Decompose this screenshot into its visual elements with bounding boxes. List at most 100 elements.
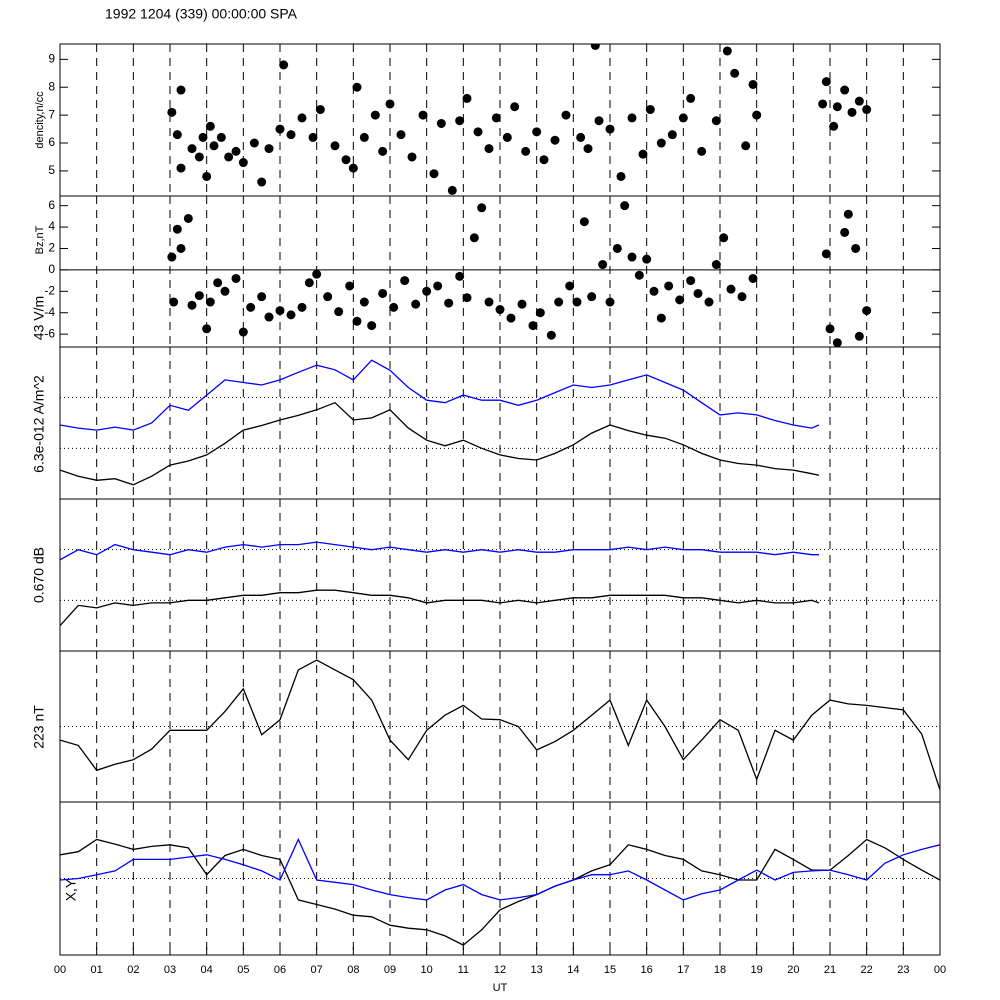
data-point (169, 297, 179, 307)
data-point (840, 85, 850, 95)
data-point (370, 110, 380, 120)
x-tick-label: 23 (897, 964, 909, 976)
data-point (656, 313, 666, 323)
data-point (697, 146, 707, 156)
data-point (862, 306, 872, 316)
data-point (748, 79, 758, 89)
y-tick-label: 4 (48, 219, 55, 233)
data-point (598, 260, 608, 270)
data-point (312, 269, 322, 279)
data-point (264, 312, 274, 322)
data-point (535, 308, 545, 318)
data-point (726, 284, 736, 294)
data-point (832, 338, 842, 347)
y-tick-label: 8 (48, 79, 55, 93)
data-point (678, 113, 688, 123)
data-point (829, 121, 839, 131)
x-tick-label: 07 (311, 964, 323, 976)
data-point (477, 203, 487, 213)
data-point (561, 110, 571, 120)
plot-area (60, 837, 940, 946)
data-point (187, 144, 197, 154)
data-line (60, 541, 819, 561)
data-point (711, 116, 721, 126)
data-point (576, 132, 586, 142)
data-point (455, 116, 465, 126)
data-point (605, 124, 615, 134)
data-point (587, 292, 597, 302)
data-point (847, 107, 857, 117)
data-point (176, 85, 186, 95)
data-point (554, 297, 564, 307)
y-axis-label: Bz,nT (34, 225, 46, 254)
data-point (205, 297, 215, 307)
data-point (352, 316, 362, 326)
data-point (638, 149, 648, 159)
data-point (634, 270, 644, 280)
x-tick-label: 21 (824, 964, 836, 976)
data-point (194, 152, 204, 162)
data-point (359, 132, 369, 142)
data-line (60, 838, 940, 946)
data-point (238, 158, 248, 168)
data-line (60, 359, 820, 431)
x-tick-label: 00 (934, 964, 946, 976)
data-point (550, 135, 560, 145)
data-point (627, 252, 637, 262)
x-tick-label: 13 (531, 964, 543, 976)
x-tick-label: 06 (274, 964, 286, 976)
data-point (737, 292, 747, 302)
data-point (216, 132, 226, 142)
x-tick-label: 19 (751, 964, 763, 976)
data-point (546, 330, 556, 340)
data-point (202, 171, 212, 181)
plot-area (60, 359, 820, 486)
x-tick-label: 15 (604, 964, 616, 976)
data-point (462, 93, 472, 103)
data-point (330, 141, 340, 151)
data-point (469, 233, 479, 243)
data-point (297, 302, 307, 312)
data-point (315, 105, 325, 115)
data-point (279, 60, 289, 70)
data-point (400, 276, 410, 286)
plot-area (167, 201, 872, 347)
data-point (510, 102, 520, 112)
x-tick-label: 00 (54, 964, 66, 976)
data-point (341, 155, 351, 165)
data-point (264, 144, 274, 154)
data-point (367, 321, 377, 331)
data-point (521, 146, 531, 156)
data-point (748, 273, 758, 283)
data-point (506, 313, 516, 323)
data-point (539, 155, 549, 165)
data-point (429, 169, 439, 179)
y-tick-label: -6 (44, 326, 55, 340)
data-point (572, 297, 582, 307)
y-axis-label: 223 nT (31, 705, 47, 749)
data-point (323, 292, 333, 302)
data-point (224, 152, 234, 162)
y-axis-label: 43 V/m (31, 296, 47, 340)
data-point (209, 141, 219, 151)
data-point (455, 271, 465, 281)
data-point (495, 305, 505, 315)
y-axis-label: X,Y (63, 878, 79, 901)
x-tick-label: 11 (458, 964, 469, 976)
data-point (840, 227, 850, 237)
chart-title: 1992 1204 (339) 00:00:00 SPA (105, 6, 298, 22)
data-point (627, 113, 637, 123)
data-point (436, 118, 446, 128)
data-point (605, 297, 615, 307)
plot-area (60, 659, 940, 791)
data-point (348, 163, 358, 173)
x-tick-label: 09 (384, 964, 396, 976)
y-tick-label: 6 (48, 135, 55, 149)
data-point (686, 276, 696, 286)
data-point (246, 302, 256, 312)
data-point (590, 44, 600, 50)
plot-area (60, 541, 820, 627)
data-point (620, 201, 630, 211)
data-point (220, 286, 230, 296)
